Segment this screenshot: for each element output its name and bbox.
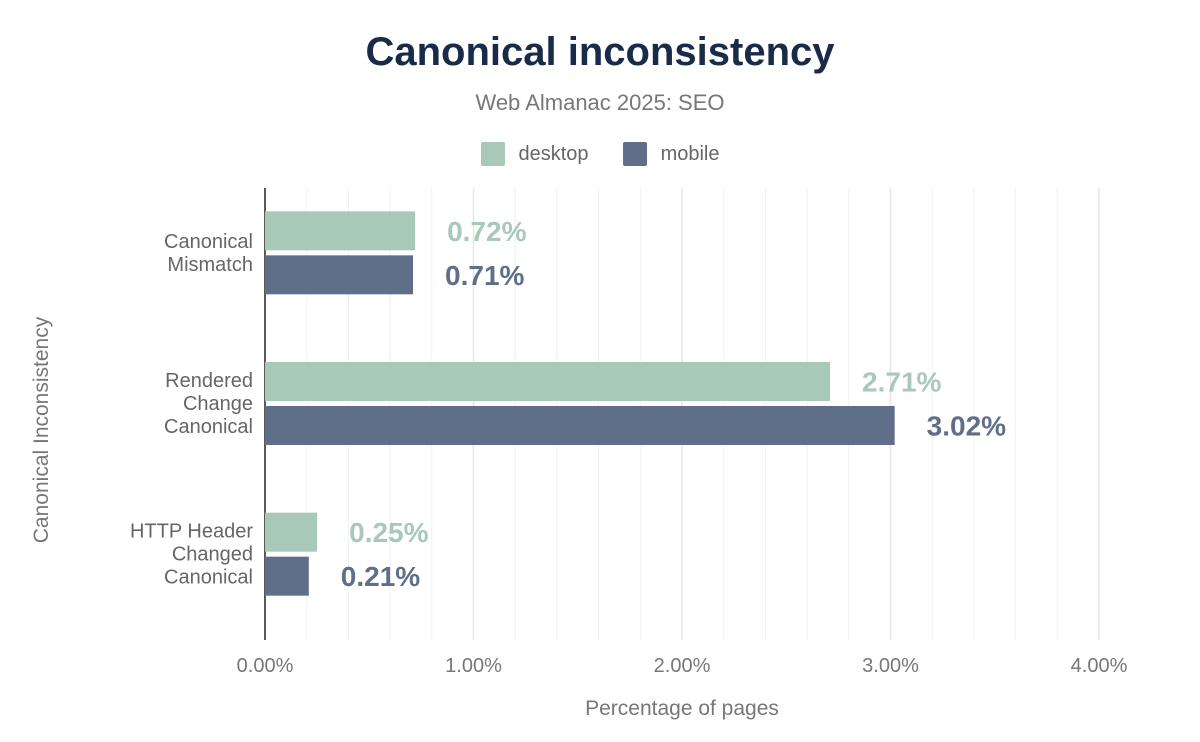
category-label: Canonical bbox=[164, 231, 253, 253]
data-label-desktop: 0.72% bbox=[447, 216, 526, 247]
category-label: Mismatch bbox=[167, 254, 253, 276]
bar-mobile bbox=[265, 556, 309, 596]
x-tick-label: 1.00% bbox=[445, 655, 502, 677]
x-tick-label: 0.00% bbox=[237, 655, 294, 677]
category-label: Canonical bbox=[164, 416, 253, 438]
data-label-desktop: 0.25% bbox=[349, 517, 428, 548]
category-label: Change bbox=[183, 393, 253, 415]
data-label-mobile: 0.71% bbox=[445, 260, 524, 291]
x-tick-label: 4.00% bbox=[1071, 655, 1128, 677]
x-axis-title: Percentage of pages bbox=[585, 697, 779, 720]
category-label: Rendered bbox=[165, 370, 253, 392]
legend-label: desktop bbox=[518, 142, 589, 165]
legend-label: mobile bbox=[660, 142, 720, 165]
data-label-mobile: 3.02% bbox=[927, 411, 1006, 442]
bar-mobile bbox=[265, 255, 414, 295]
category-label: HTTP Header bbox=[130, 521, 253, 543]
y-axis-title: Canonical Inconsistency bbox=[30, 316, 53, 543]
legend-swatch-desktop bbox=[480, 142, 505, 166]
bar-desktop bbox=[265, 362, 831, 401]
bar-desktop bbox=[265, 211, 416, 251]
legend-item-mobile[interactable]: mobile bbox=[622, 142, 720, 166]
data-label-mobile: 0.21% bbox=[341, 561, 420, 592]
category-label: Canonical bbox=[164, 567, 253, 589]
bar-desktop bbox=[265, 512, 318, 552]
legend-item-desktop[interactable]: desktop bbox=[480, 142, 589, 166]
legend-swatch-mobile bbox=[622, 142, 647, 166]
data-label-desktop: 2.71% bbox=[862, 367, 941, 398]
bar-mobile bbox=[265, 406, 895, 445]
x-tick-label: 2.00% bbox=[654, 655, 711, 677]
chart-subtitle: Web Almanac 2025: SEO bbox=[475, 90, 725, 115]
chart-title: Canonical inconsistency bbox=[365, 30, 835, 74]
x-tick-label: 3.00% bbox=[862, 655, 919, 677]
legend: desktop mobile bbox=[0, 142, 1200, 166]
category-label: Changed bbox=[172, 544, 253, 566]
